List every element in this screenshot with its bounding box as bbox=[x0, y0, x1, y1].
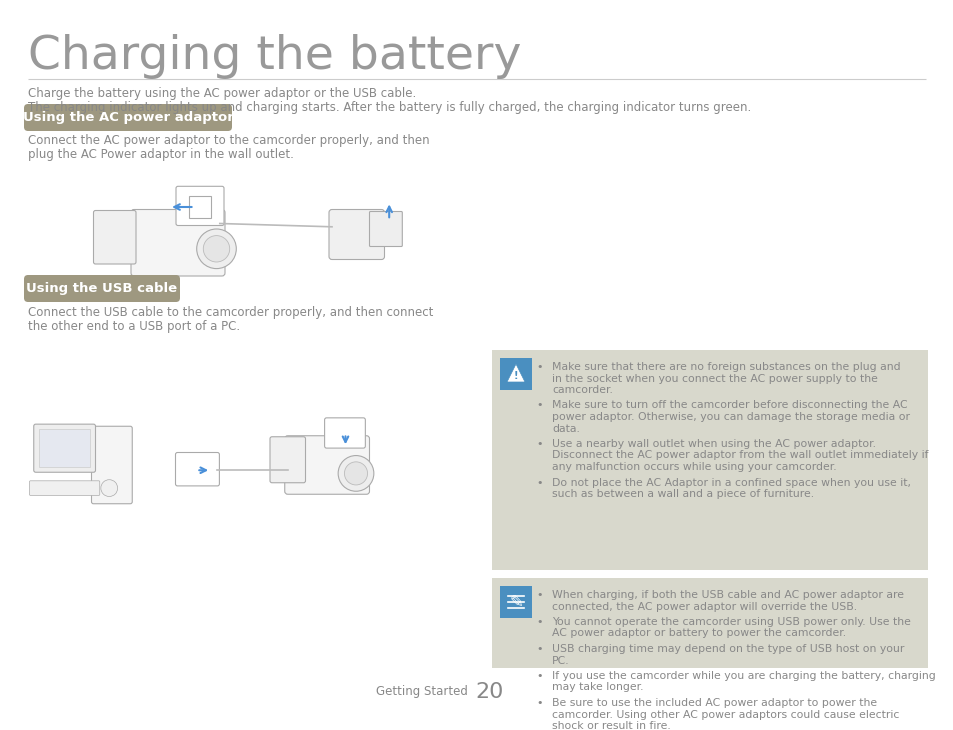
Text: Connect the AC power adaptor to the camcorder properly, and then: Connect the AC power adaptor to the camc… bbox=[28, 134, 429, 147]
Text: If you use the camcorder while you are charging the battery, charging: If you use the camcorder while you are c… bbox=[552, 671, 935, 681]
Text: any malfunction occurs while using your camcorder.: any malfunction occurs while using your … bbox=[552, 462, 836, 472]
Text: USB charging time may depend on the type of USB host on your: USB charging time may depend on the type… bbox=[552, 644, 903, 654]
FancyBboxPatch shape bbox=[175, 453, 219, 486]
Text: •: • bbox=[537, 644, 542, 654]
Text: 20: 20 bbox=[475, 682, 503, 702]
Text: such as between a wall and a piece of furniture.: such as between a wall and a piece of fu… bbox=[552, 489, 813, 499]
FancyBboxPatch shape bbox=[324, 418, 365, 448]
Text: data.: data. bbox=[552, 423, 579, 434]
Text: •: • bbox=[537, 439, 542, 449]
FancyBboxPatch shape bbox=[39, 429, 91, 467]
FancyBboxPatch shape bbox=[369, 212, 402, 247]
Text: !: ! bbox=[514, 371, 517, 381]
Text: in the socket when you connect the AC power supply to the: in the socket when you connect the AC po… bbox=[552, 374, 877, 383]
Text: Disconnect the AC power adaptor from the wall outlet immediately if: Disconnect the AC power adaptor from the… bbox=[552, 450, 927, 461]
Text: •: • bbox=[537, 590, 542, 600]
Circle shape bbox=[196, 229, 236, 269]
Text: Charge the battery using the AC power adaptor or the USB cable.: Charge the battery using the AC power ad… bbox=[28, 87, 416, 100]
Text: You cannot operate the camcorder using USB power only. Use the: You cannot operate the camcorder using U… bbox=[552, 617, 910, 627]
Text: Use a nearby wall outlet when using the AC power adaptor.: Use a nearby wall outlet when using the … bbox=[552, 439, 875, 449]
Text: •: • bbox=[537, 401, 542, 410]
Text: the other end to a USB port of a PC.: the other end to a USB port of a PC. bbox=[28, 320, 240, 333]
Circle shape bbox=[337, 456, 374, 491]
Text: camcorder. Using other AC power adaptors could cause electric: camcorder. Using other AC power adaptors… bbox=[552, 710, 899, 720]
Circle shape bbox=[344, 462, 367, 485]
Text: shock or result in fire.: shock or result in fire. bbox=[552, 721, 670, 730]
FancyBboxPatch shape bbox=[175, 186, 224, 226]
FancyBboxPatch shape bbox=[189, 196, 211, 218]
FancyBboxPatch shape bbox=[284, 436, 369, 494]
Text: may take longer.: may take longer. bbox=[552, 683, 643, 693]
FancyBboxPatch shape bbox=[131, 210, 225, 276]
FancyBboxPatch shape bbox=[499, 586, 532, 618]
Text: Getting Started: Getting Started bbox=[375, 685, 468, 699]
Text: The charging indicator lights up and charging starts. After the battery is fully: The charging indicator lights up and cha… bbox=[28, 101, 750, 114]
Text: AC power adaptor or battery to power the camcorder.: AC power adaptor or battery to power the… bbox=[552, 629, 845, 639]
FancyBboxPatch shape bbox=[30, 481, 100, 496]
FancyBboxPatch shape bbox=[91, 426, 132, 504]
FancyBboxPatch shape bbox=[33, 424, 95, 472]
FancyBboxPatch shape bbox=[93, 210, 136, 264]
FancyBboxPatch shape bbox=[270, 437, 305, 483]
Circle shape bbox=[101, 480, 117, 496]
FancyBboxPatch shape bbox=[24, 275, 180, 302]
FancyBboxPatch shape bbox=[24, 104, 232, 131]
Text: power adaptor. Otherwise, you can damage the storage media or: power adaptor. Otherwise, you can damage… bbox=[552, 412, 909, 422]
FancyBboxPatch shape bbox=[492, 350, 927, 570]
FancyBboxPatch shape bbox=[499, 358, 532, 390]
Text: Connect the USB cable to the camcorder properly, and then connect: Connect the USB cable to the camcorder p… bbox=[28, 306, 433, 319]
Text: Charging the battery: Charging the battery bbox=[28, 34, 521, 79]
Text: Make sure that there are no foreign substances on the plug and: Make sure that there are no foreign subs… bbox=[552, 362, 900, 372]
Text: Make sure to turn off the camcorder before disconnecting the AC: Make sure to turn off the camcorder befo… bbox=[552, 401, 906, 410]
Text: When charging, if both the USB cable and AC power adaptor are: When charging, if both the USB cable and… bbox=[552, 590, 903, 600]
Text: connected, the AC power adaptor will override the USB.: connected, the AC power adaptor will ove… bbox=[552, 602, 856, 612]
Polygon shape bbox=[506, 364, 524, 382]
FancyBboxPatch shape bbox=[329, 210, 384, 259]
Text: •: • bbox=[537, 362, 542, 372]
Text: •: • bbox=[537, 617, 542, 627]
Text: Using the USB cable: Using the USB cable bbox=[27, 282, 177, 295]
Text: Do not place the AC Adaptor in a confined space when you use it,: Do not place the AC Adaptor in a confine… bbox=[552, 477, 910, 488]
Text: Be sure to use the included AC power adaptor to power the: Be sure to use the included AC power ada… bbox=[552, 698, 876, 708]
Text: PC.: PC. bbox=[552, 656, 569, 666]
Text: ✎: ✎ bbox=[509, 593, 522, 611]
Circle shape bbox=[203, 236, 230, 262]
Text: camcorder.: camcorder. bbox=[552, 385, 612, 395]
Text: •: • bbox=[537, 477, 542, 488]
FancyBboxPatch shape bbox=[492, 578, 927, 668]
Text: •: • bbox=[537, 698, 542, 708]
Text: •: • bbox=[537, 671, 542, 681]
Text: plug the AC Power adaptor in the wall outlet.: plug the AC Power adaptor in the wall ou… bbox=[28, 148, 294, 161]
Text: Using the AC power adaptor: Using the AC power adaptor bbox=[23, 111, 233, 124]
